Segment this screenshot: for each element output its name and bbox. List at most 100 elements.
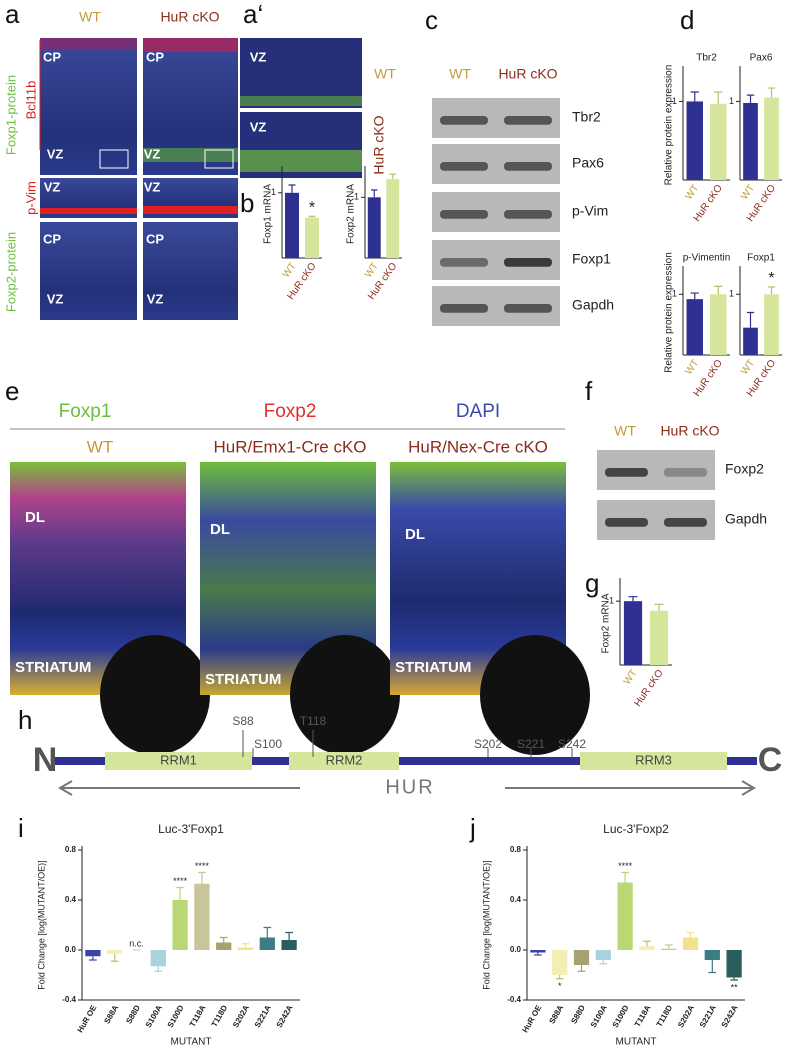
domain-label: RRM3 bbox=[635, 752, 672, 767]
x-tick-label: WT bbox=[739, 183, 757, 202]
band-label: Foxp1 bbox=[572, 251, 611, 267]
row-label: HuR cKO bbox=[371, 115, 387, 174]
x-tick-label: S242A bbox=[720, 1003, 740, 1029]
blot-band bbox=[605, 468, 648, 477]
column-label: HuR cKO bbox=[160, 9, 219, 25]
band-label: Pax6 bbox=[572, 155, 604, 171]
blot-band bbox=[664, 518, 707, 527]
blot-band bbox=[664, 468, 707, 477]
region-label: STRIATUM bbox=[205, 671, 281, 688]
error-bar bbox=[690, 91, 699, 102]
region-label: DL bbox=[25, 509, 45, 526]
bar bbox=[552, 950, 568, 975]
chart-title: Foxp1 bbox=[747, 253, 775, 264]
marker-band bbox=[40, 38, 137, 50]
band-label: Gapdh bbox=[725, 511, 767, 527]
band-label: p-Vim bbox=[572, 203, 608, 219]
bar bbox=[367, 197, 381, 258]
site-label: T118 bbox=[300, 714, 327, 728]
region-label: DL bbox=[405, 526, 425, 543]
bar bbox=[743, 103, 758, 180]
x-tick-label: S100A bbox=[144, 1003, 164, 1029]
panel-letter: d bbox=[680, 5, 694, 35]
x-tick-label: S100A bbox=[589, 1003, 609, 1029]
error-bar bbox=[308, 215, 316, 218]
value-annotation: n.c. bbox=[129, 938, 144, 948]
column-label: HuR/Emx1-Cre cKO bbox=[213, 437, 366, 456]
error-bar bbox=[555, 975, 564, 980]
y-tick-label: 1 bbox=[672, 96, 677, 106]
bar bbox=[710, 294, 727, 355]
chart-title: p-Vimentin bbox=[683, 253, 731, 264]
panel-letter: f bbox=[585, 376, 593, 406]
zone-label: VZ bbox=[250, 119, 267, 134]
bar bbox=[764, 294, 779, 355]
x-tick-label: WT bbox=[281, 261, 299, 280]
site-label: S202 bbox=[474, 737, 502, 751]
y-tick-label: 1 bbox=[271, 187, 276, 197]
error-bar bbox=[654, 603, 664, 611]
marker-band bbox=[240, 96, 362, 106]
marker-band bbox=[143, 148, 238, 162]
x-tick-label: T118A bbox=[633, 1003, 653, 1028]
bar bbox=[530, 950, 546, 953]
y-tick-label: 1 bbox=[729, 289, 734, 299]
y-axis-label: Relative protein expression bbox=[664, 65, 675, 186]
micrograph bbox=[40, 38, 137, 175]
panel-letter: i bbox=[18, 813, 24, 843]
bar bbox=[661, 948, 677, 950]
band-label: Foxp2 bbox=[725, 461, 764, 477]
arrow bbox=[505, 780, 756, 796]
x-axis-label: MUTANT bbox=[616, 1037, 657, 1048]
bar bbox=[216, 942, 232, 950]
bar bbox=[259, 937, 275, 950]
bar bbox=[281, 940, 297, 950]
x-tick-label: S202A bbox=[676, 1003, 696, 1029]
site-label: S100 bbox=[254, 737, 282, 751]
bar bbox=[743, 327, 758, 355]
zone-label: CP bbox=[146, 49, 164, 64]
x-tick-label: WT bbox=[683, 183, 701, 202]
x-tick-label: S221A bbox=[253, 1003, 273, 1029]
column-label: WT bbox=[87, 437, 113, 456]
chart-title: Pax6 bbox=[750, 53, 773, 64]
zone-label: VZ bbox=[147, 291, 164, 306]
x-tick-label: S88D bbox=[124, 1003, 142, 1025]
domain bbox=[105, 752, 252, 770]
y-tick-label: 1 bbox=[729, 96, 734, 106]
y-tick-label: -0.4 bbox=[62, 995, 76, 1004]
error-bar bbox=[621, 871, 629, 883]
panel-letter: j bbox=[469, 813, 476, 843]
marker-band bbox=[40, 208, 137, 214]
blot-band bbox=[440, 258, 488, 267]
y-axis-label: Foxp1 mRNA bbox=[263, 184, 274, 244]
error-bar bbox=[154, 966, 163, 972]
inset-box bbox=[99, 149, 129, 169]
row-label: p-Vim bbox=[23, 181, 38, 215]
x-tick-label: WT bbox=[622, 668, 640, 687]
error-bar bbox=[176, 886, 184, 900]
y-axis-label: Foxp2 mRNA bbox=[601, 593, 612, 653]
error-bar bbox=[599, 960, 608, 965]
panel-letter: c bbox=[425, 5, 438, 35]
zone-label: CP bbox=[43, 231, 61, 246]
error-bar bbox=[690, 292, 699, 300]
row-label: Bcl11b bbox=[23, 81, 38, 120]
blot-band bbox=[440, 116, 488, 125]
marker-band bbox=[143, 38, 238, 52]
error-bar bbox=[628, 596, 638, 602]
error-bar bbox=[746, 311, 755, 328]
terminus: N bbox=[33, 741, 58, 779]
site-label: S221 bbox=[517, 737, 545, 751]
chart-title: Luc-3'Foxp2 bbox=[603, 822, 669, 836]
error-bar bbox=[219, 936, 228, 943]
channel-label: DAPI bbox=[456, 401, 500, 422]
domain-label: RRM1 bbox=[160, 752, 197, 767]
error-bar bbox=[241, 943, 250, 948]
error-bar bbox=[263, 926, 272, 938]
x-tick-label: S202A bbox=[231, 1003, 251, 1029]
column-label: WT bbox=[449, 66, 471, 82]
ventricle bbox=[100, 635, 210, 755]
value-annotation: ** bbox=[731, 982, 739, 992]
domain bbox=[289, 752, 399, 770]
